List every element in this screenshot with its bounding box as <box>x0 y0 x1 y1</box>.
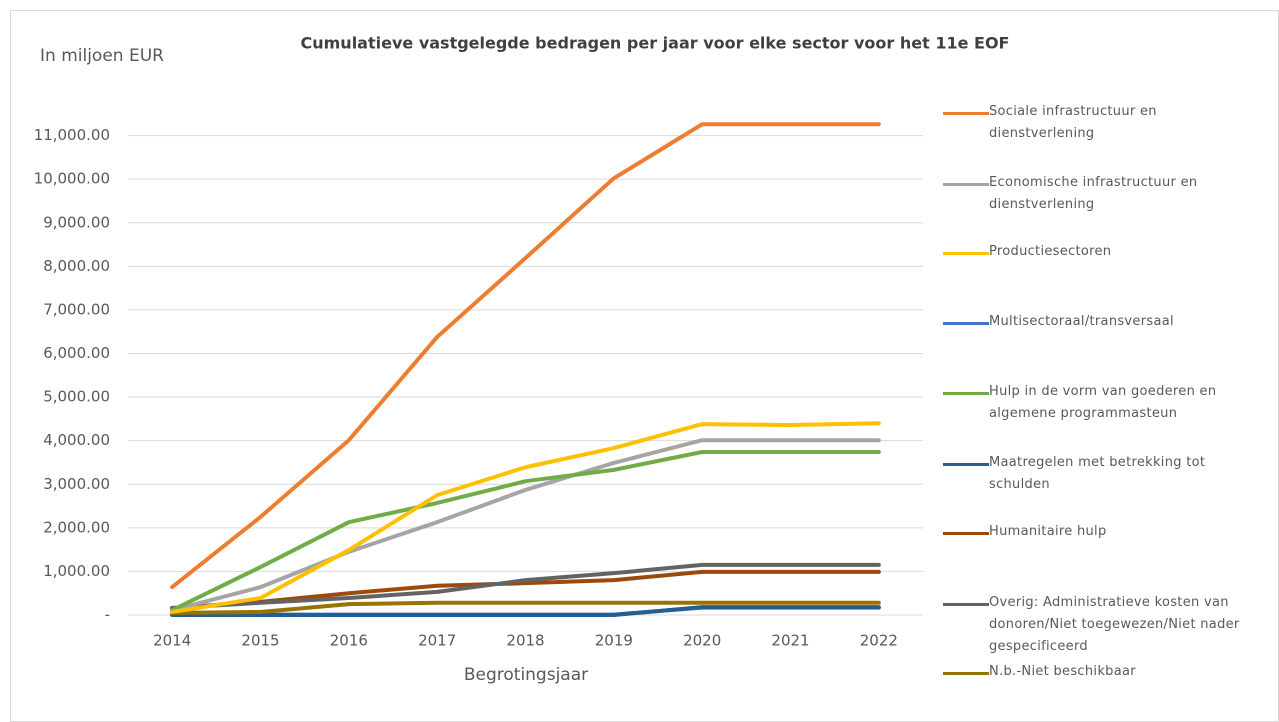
legend-item: N.b.-Niet beschikbaar <box>943 664 1273 683</box>
legend-swatch <box>943 183 989 186</box>
legend-label: Sociale infrastructuur en dienstverlenin… <box>989 104 1157 141</box>
x-tick-label: 2015 <box>241 632 279 650</box>
y-tick-label: 9,000.00 <box>43 213 110 231</box>
legend-item: Overig: Administratieve kosten van donor… <box>943 595 1273 658</box>
series-line <box>170 421 881 614</box>
legend-label: Multisectoraal/transversaal <box>989 314 1174 329</box>
y-tick-label: 4,000.00 <box>43 431 110 449</box>
legend-swatch <box>943 603 989 606</box>
legend-swatch <box>943 252 989 255</box>
series-line <box>170 569 881 611</box>
y-tick-label: 2,000.00 <box>43 518 110 536</box>
x-tick-label: 2014 <box>153 632 191 650</box>
legend-label: Productiesectoren <box>989 244 1112 259</box>
y-tick-label: 11,000.00 <box>34 126 110 144</box>
legend-label: Humanitaire hulp <box>989 524 1107 539</box>
x-tick-label: 2017 <box>418 632 456 650</box>
legend-label: Economische infrastructuur en dienstverl… <box>989 175 1198 212</box>
series-line <box>170 605 881 617</box>
x-tick-label: 2022 <box>860 632 898 650</box>
series-line <box>170 562 881 611</box>
y-tick-label: 1,000.00 <box>43 562 110 580</box>
y-tick-label: 5,000.00 <box>43 388 110 406</box>
legend-item: Economische infrastructuur en dienstverl… <box>943 175 1273 216</box>
legend-label: Maatregelen met betrekking tot schulden <box>989 455 1206 492</box>
legend-swatch <box>943 463 989 466</box>
series-line <box>170 122 881 590</box>
y-tick-label: 8,000.00 <box>43 257 110 275</box>
x-tick-label: 2020 <box>683 632 721 650</box>
legend-item: Maatregelen met betrekking tot schulden <box>943 455 1273 496</box>
x-tick-label: 2016 <box>330 632 368 650</box>
x-tick-label: 2019 <box>595 632 633 650</box>
legend-label: Overig: Administratieve kosten van donor… <box>989 595 1240 654</box>
legend-label: Hulp in de vorm van goederen en algemene… <box>989 384 1217 421</box>
legend-item: Humanitaire hulp <box>943 524 1273 543</box>
legend-swatch <box>943 392 989 395</box>
x-axis-label: Begrotingsjaar <box>464 665 588 685</box>
legend-item: Sociale infrastructuur en dienstverlenin… <box>943 104 1273 145</box>
legend-label: N.b.-Niet beschikbaar <box>989 664 1136 679</box>
y-tick-label: 6,000.00 <box>43 344 110 362</box>
x-tick-label: 2021 <box>771 632 809 650</box>
series-line <box>170 438 881 613</box>
legend-swatch <box>943 532 989 535</box>
legend-item: Productiesectoren <box>943 244 1273 263</box>
series-line <box>170 449 881 613</box>
y-tick-label: 10,000.00 <box>34 170 110 188</box>
y-tick-label: 3,000.00 <box>43 475 110 493</box>
chart-title: Cumulatieve vastgelegde bedragen per jaa… <box>301 34 1010 53</box>
y-axis-label: In miljoen EUR <box>40 46 164 66</box>
legend-swatch <box>943 322 989 325</box>
y-tick-label: - <box>105 606 110 624</box>
y-tick-label: 7,000.00 <box>43 300 110 318</box>
legend-swatch <box>943 672 989 675</box>
x-tick-label: 2018 <box>506 632 544 650</box>
series-line <box>170 600 881 615</box>
legend-item: Multisectoraal/transversaal <box>943 314 1273 333</box>
legend-swatch <box>943 112 989 115</box>
legend-item: Hulp in de vorm van goederen en algemene… <box>943 384 1273 425</box>
